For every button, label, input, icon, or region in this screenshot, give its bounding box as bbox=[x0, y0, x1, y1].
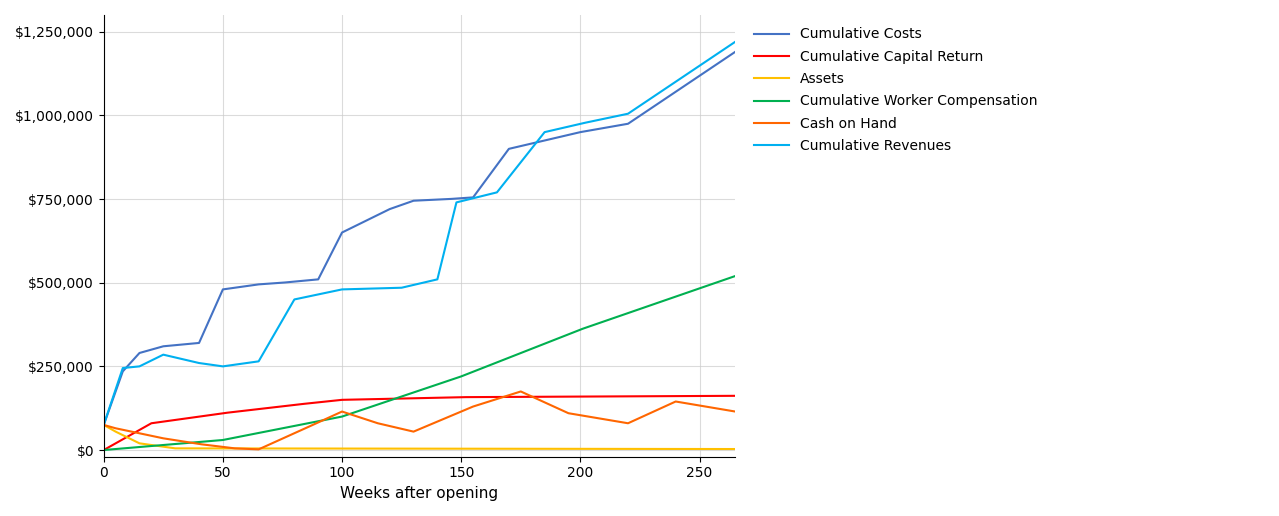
Cumulative Costs bbox=[96, 422, 111, 428]
Cumulative Worker Compensation bbox=[334, 413, 349, 420]
Cumulative Capital Return bbox=[96, 447, 111, 453]
Cumulative Revenues bbox=[563, 123, 578, 129]
Cumulative Worker Compensation bbox=[642, 302, 657, 309]
Cash on Hand bbox=[182, 440, 197, 446]
Legend: Cumulative Costs, Cumulative Capital Return, Assets, Cumulative Worker Compensat: Cumulative Costs, Cumulative Capital Ret… bbox=[748, 22, 1042, 159]
Line: Cumulative Revenues: Cumulative Revenues bbox=[104, 42, 735, 425]
Cash on Hand bbox=[251, 446, 266, 453]
Cumulative Revenues bbox=[728, 39, 743, 45]
Cumulative Capital Return bbox=[728, 393, 743, 399]
Line: Cumulative Worker Compensation: Cumulative Worker Compensation bbox=[104, 276, 735, 450]
Cash on Hand bbox=[220, 444, 235, 450]
Cash on Hand bbox=[728, 409, 743, 415]
Cumulative Costs bbox=[334, 230, 349, 236]
Cumulative Worker Compensation bbox=[728, 273, 743, 279]
Assets bbox=[563, 446, 578, 452]
Cash on Hand bbox=[513, 389, 528, 395]
Cumulative Revenues bbox=[606, 114, 622, 120]
Cumulative Revenues bbox=[96, 422, 111, 428]
Cash on Hand bbox=[96, 422, 111, 428]
Line: Assets: Assets bbox=[104, 425, 735, 449]
Assets bbox=[220, 445, 235, 452]
Line: Cumulative Costs: Cumulative Costs bbox=[104, 52, 735, 425]
Cumulative Capital Return bbox=[220, 410, 235, 416]
Cumulative Capital Return bbox=[334, 397, 349, 403]
Cumulative Worker Compensation bbox=[606, 315, 622, 321]
Cash on Hand bbox=[336, 409, 352, 415]
Assets bbox=[96, 422, 111, 428]
Assets bbox=[728, 446, 743, 452]
Cumulative Worker Compensation bbox=[220, 436, 235, 442]
Cumulative Costs bbox=[642, 106, 657, 112]
Assets bbox=[642, 446, 657, 452]
X-axis label: Weeks after opening: Weeks after opening bbox=[340, 486, 499, 501]
Cumulative Capital Return bbox=[563, 394, 578, 400]
Cumulative Capital Return bbox=[182, 415, 197, 421]
Cash on Hand bbox=[611, 418, 627, 425]
Cumulative Costs bbox=[182, 341, 197, 347]
Cumulative Revenues bbox=[220, 363, 235, 369]
Line: Cash on Hand: Cash on Hand bbox=[104, 392, 735, 449]
Cumulative Revenues bbox=[334, 286, 349, 293]
Cumulative Worker Compensation bbox=[182, 440, 197, 446]
Line: Cumulative Capital Return: Cumulative Capital Return bbox=[104, 396, 735, 450]
Assets bbox=[334, 445, 349, 452]
Assets bbox=[606, 446, 622, 452]
Cumulative Costs bbox=[606, 123, 622, 130]
Cumulative Costs bbox=[220, 286, 235, 292]
Cumulative Capital Return bbox=[642, 393, 657, 399]
Cash on Hand bbox=[568, 411, 583, 417]
Cumulative Capital Return bbox=[606, 393, 622, 399]
Cumulative Worker Compensation bbox=[563, 330, 578, 336]
Cumulative Worker Compensation bbox=[96, 447, 111, 453]
Assets bbox=[182, 445, 197, 452]
Cumulative Revenues bbox=[182, 358, 197, 364]
Cash on Hand bbox=[647, 408, 663, 414]
Cumulative Revenues bbox=[642, 96, 657, 102]
Cumulative Costs bbox=[728, 49, 743, 55]
Cumulative Costs bbox=[563, 131, 578, 137]
